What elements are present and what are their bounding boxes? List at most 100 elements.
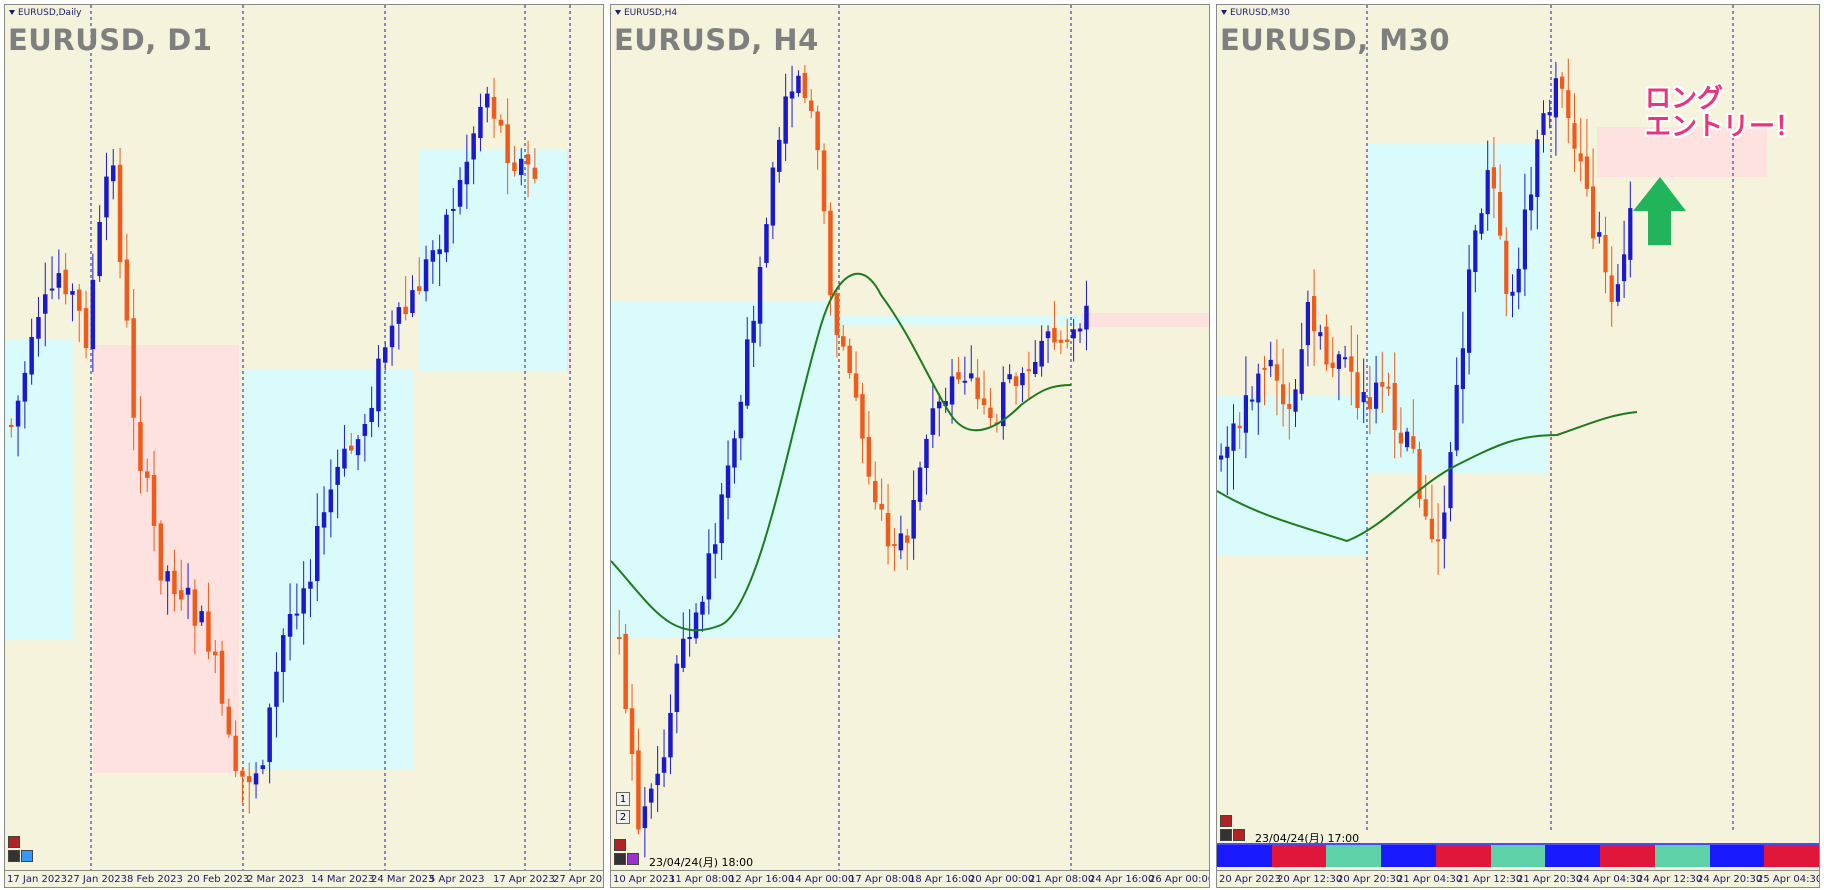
candle-body	[911, 500, 916, 539]
tf-button-2[interactable]: 2	[616, 810, 630, 824]
candle-body	[362, 423, 368, 436]
candle-body	[145, 471, 150, 478]
candle-body	[1547, 112, 1552, 116]
candle-body	[369, 407, 374, 423]
candle-body	[1013, 376, 1019, 387]
time-tick-label: 2 Mar 2023	[247, 874, 305, 885]
candle-body	[403, 306, 408, 315]
candle-body	[681, 638, 686, 668]
chart-title: EURUSD, D1	[8, 23, 213, 57]
candle-body	[764, 224, 769, 263]
candle-body	[383, 347, 388, 363]
candle-body	[1485, 170, 1490, 215]
candle-body	[423, 259, 429, 292]
range-box-pink	[1081, 313, 1209, 327]
candle-body	[349, 445, 354, 451]
range-box-pink	[93, 345, 239, 773]
dropdown-icon[interactable]	[9, 10, 15, 15]
time-tick-label: 26 Apr 00:00	[1149, 874, 1210, 885]
settings-icon[interactable]	[627, 853, 639, 865]
candle-body	[83, 308, 89, 349]
candle-body	[1578, 153, 1583, 162]
time-tick-label: 8 Feb 2023	[127, 874, 183, 885]
price-chart-m30[interactable]	[1217, 5, 1820, 888]
chart-window-daily[interactable]: EURUSD,Daily EURUSD, D1 17 Jan 2023 27 Ja…	[4, 4, 604, 888]
tf-button-1[interactable]: 1	[616, 792, 630, 806]
candle-body	[498, 119, 504, 126]
candle-body	[1392, 383, 1397, 431]
range-box-blue	[419, 150, 569, 372]
candle-body	[29, 336, 34, 375]
time-tick-label: 20 Apr 00:00	[969, 874, 1035, 885]
candle-body	[1330, 362, 1335, 368]
candle-body	[1498, 192, 1503, 236]
settings-icon[interactable]	[1233, 829, 1245, 841]
candle-body	[1033, 362, 1038, 375]
candle-body	[930, 408, 936, 435]
candle-body	[22, 372, 28, 402]
candle-body	[649, 788, 654, 803]
candle-body	[512, 162, 517, 172]
candle-body	[219, 650, 225, 704]
candle-body	[1045, 331, 1051, 339]
tool-icon[interactable]	[614, 853, 626, 865]
tool-icon[interactable]	[1220, 829, 1232, 841]
candle-body	[1460, 348, 1465, 390]
candle-body	[457, 179, 463, 207]
tool-icon[interactable]	[8, 850, 20, 862]
range-box-edge	[567, 150, 571, 372]
candle-body	[1274, 364, 1279, 381]
dropdown-icon[interactable]	[615, 10, 621, 15]
candle-body	[661, 757, 667, 773]
symbol-label[interactable]: EURUSD,Daily	[9, 8, 81, 18]
chart-window-m30[interactable]: EURUSD,M30 EURUSD, M30 ロング エントリー！ 23/04/…	[1216, 4, 1820, 888]
time-tick-label: 24 Mar 2023	[371, 874, 435, 885]
close-indicator-button[interactable]	[1220, 815, 1232, 827]
time-tick-label: 21 Apr 04:30	[1397, 874, 1463, 885]
candle-body	[294, 613, 300, 616]
time-tick-label: 20 Apr 20:30	[1337, 874, 1403, 885]
candle-body	[185, 587, 191, 595]
candle-body	[430, 250, 436, 262]
strength-segment	[1490, 845, 1546, 867]
candle-body	[1584, 156, 1589, 189]
candle-body	[206, 611, 211, 652]
candle-body	[165, 571, 170, 582]
symbol-label[interactable]: EURUSD,H4	[615, 8, 677, 18]
candle-body	[629, 708, 635, 755]
candle-body	[192, 589, 198, 626]
chart-window-h4[interactable]: EURUSD,H4 EURUSD, H4 1 2 23/04/24(月) 18:…	[610, 4, 1210, 888]
time-tick-label: 27 Apr 2023	[553, 874, 603, 885]
dropdown-icon[interactable]	[1221, 10, 1227, 15]
price-chart-daily[interactable]	[5, 5, 604, 888]
candle-body	[247, 776, 252, 783]
candle-body	[444, 214, 449, 253]
settings-icon[interactable]	[21, 850, 33, 862]
candle-body	[719, 494, 724, 543]
candle-body	[1293, 389, 1298, 412]
candle-body	[1522, 209, 1527, 270]
candle-body	[1077, 328, 1083, 332]
candle-body	[1597, 232, 1602, 237]
candle-body	[700, 601, 705, 615]
candle-body	[97, 221, 102, 277]
candle-body	[981, 398, 987, 406]
candle-body	[783, 96, 788, 144]
range-box-blue	[5, 340, 73, 640]
price-chart-h4[interactable]	[611, 5, 1210, 888]
time-tick-label: 10 Apr 2023	[613, 874, 675, 885]
candle-body	[905, 535, 910, 543]
candle-body	[1516, 268, 1521, 293]
close-indicator-button[interactable]	[8, 836, 20, 848]
symbol-label[interactable]: EURUSD,M30	[1221, 8, 1290, 18]
candle-body	[328, 489, 334, 513]
candle-body	[693, 612, 699, 639]
chart-title: EURUSD, H4	[614, 23, 819, 57]
candle-body	[471, 133, 476, 160]
candle-body	[1281, 384, 1286, 405]
candle-body	[962, 380, 968, 383]
candle-body	[828, 210, 833, 296]
candle-body	[464, 161, 470, 185]
close-indicator-button[interactable]	[614, 839, 626, 851]
candle-body	[131, 318, 136, 418]
